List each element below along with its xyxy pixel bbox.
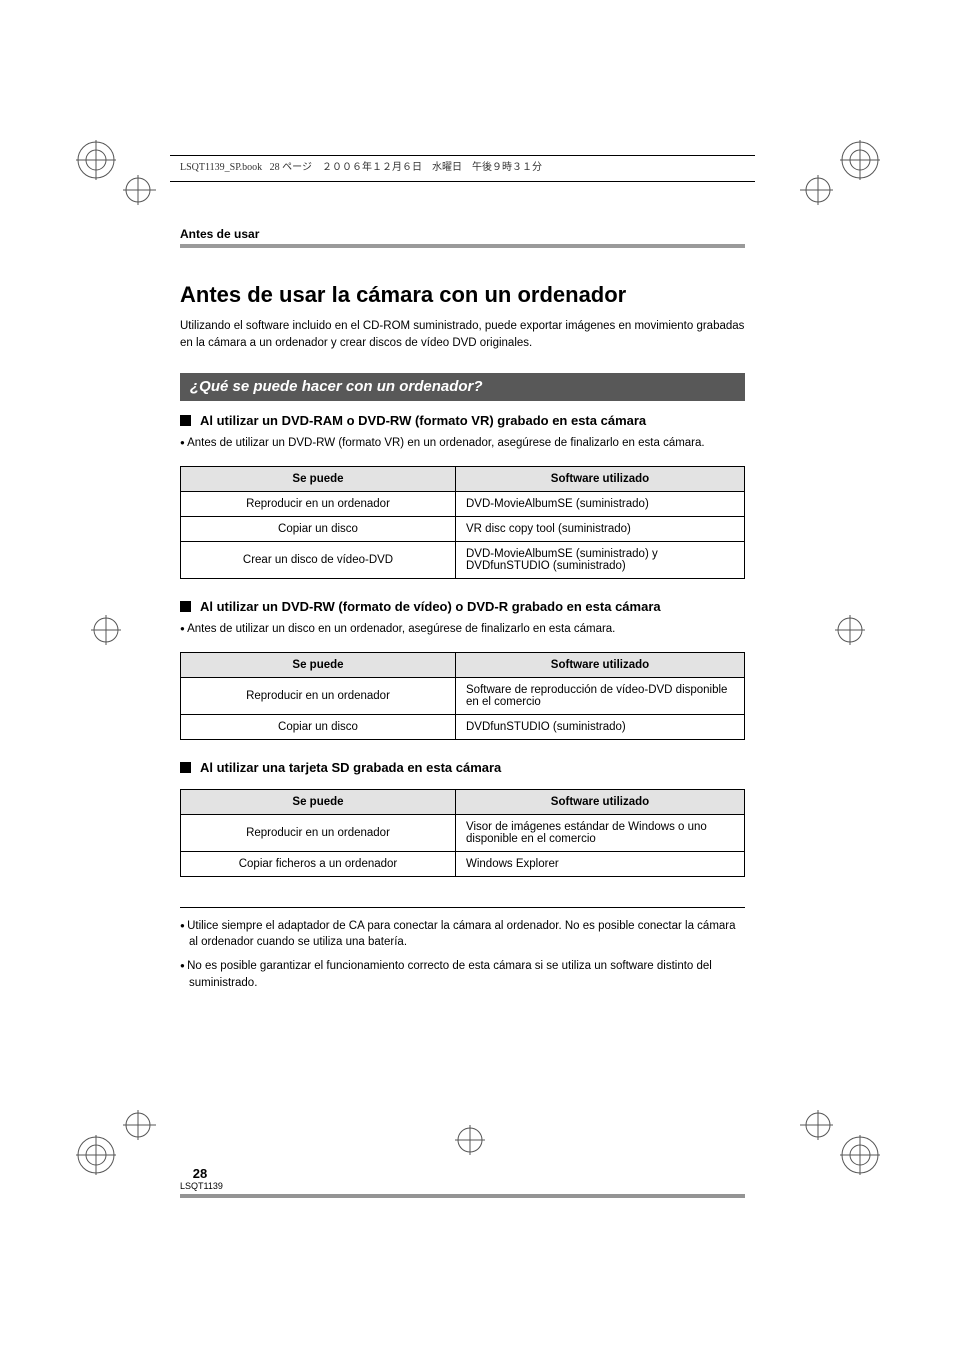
table-row: Crear un disco de vídeo-DVDDVD-MovieAlbu… (181, 542, 745, 579)
table-2: Se puedeSoftware utilizado Reproducir en… (180, 652, 745, 740)
section-header: Antes de usar (180, 227, 745, 241)
meta-rule (170, 181, 755, 182)
table-header: Software utilizado (456, 789, 745, 814)
crop-mark-tr (800, 140, 880, 220)
page-title: Antes de usar la cámara con un ordenador (180, 282, 745, 308)
table-row: Reproducir en un ordenadorDVD-MovieAlbum… (181, 492, 745, 517)
crop-mark-bl (76, 1095, 156, 1175)
subheading-2-text: Al utilizar un DVD-RW (formato de vídeo)… (200, 599, 661, 614)
square-bullet-icon (180, 601, 191, 612)
table-header: Software utilizado (456, 652, 745, 677)
table-row: Copiar un discoVR disc copy tool (sumini… (181, 517, 745, 542)
subheading-3: Al utilizar una tarjeta SD grabada en es… (180, 760, 745, 775)
section-rule (180, 244, 745, 248)
question-bar: ¿Qué se puede hacer con un ordenador? (180, 373, 745, 401)
footnote-2: No es posible garantizar el funcionamien… (180, 958, 745, 991)
table-header: Se puede (181, 652, 456, 677)
footnote-1: Utilice siempre el adaptador de CA para … (180, 918, 745, 951)
table-row: Copiar ficheros a un ordenadorWindows Ex… (181, 851, 745, 876)
square-bullet-icon (180, 762, 191, 773)
page-number: 28 (180, 1166, 220, 1181)
table-row: Reproducir en un ordenadorVisor de imáge… (181, 814, 745, 851)
crop-mark-ml (76, 610, 136, 650)
file-name: LSQT1139_SP.book (180, 162, 262, 173)
table-1: Se puedeSoftware utilizado Reproducir en… (180, 466, 745, 579)
doc-code: LSQT1139 (180, 1181, 745, 1191)
footer-rule (180, 1194, 745, 1198)
crop-mark-br (800, 1095, 880, 1175)
page-content: LSQT1139_SP.book 28 ページ ２００６年１２月６日 水曜日 午… (180, 155, 745, 1198)
subheading-1-text: Al utilizar un DVD-RAM o DVD-RW (formato… (200, 413, 646, 428)
print-meta: LSQT1139_SP.book 28 ページ ２００６年１２月６日 水曜日 午… (180, 158, 745, 179)
page-meta: 28 ページ ２００６年１２月６日 水曜日 午後９時３１分 (270, 162, 542, 173)
table-row: Copiar un discoDVDfunSTUDIO (suministrad… (181, 714, 745, 739)
subheading-1: Al utilizar un DVD-RAM o DVD-RW (formato… (180, 413, 745, 428)
page-footer: 28 LSQT1139 (180, 1166, 745, 1198)
divider (180, 907, 745, 908)
subheading-3-text: Al utilizar una tarjeta SD grabada en es… (200, 760, 501, 775)
intro-text: Utilizando el software incluido en el CD… (180, 318, 745, 351)
square-bullet-icon (180, 415, 191, 426)
sub2-note: Antes de utilizar un disco en un ordenad… (180, 621, 745, 638)
crop-mark-tl (76, 140, 156, 220)
crop-mark-mr (820, 610, 880, 650)
subheading-2: Al utilizar un DVD-RW (formato de vídeo)… (180, 599, 745, 614)
table-header: Se puede (181, 467, 456, 492)
table-row: Reproducir en un ordenadorSoftware de re… (181, 677, 745, 714)
table-header: Software utilizado (456, 467, 745, 492)
table-header: Se puede (181, 789, 456, 814)
meta-rule (170, 155, 755, 156)
table-3: Se puedeSoftware utilizado Reproducir en… (180, 789, 745, 877)
sub1-note: Antes de utilizar un DVD-RW (formato VR)… (180, 435, 745, 452)
